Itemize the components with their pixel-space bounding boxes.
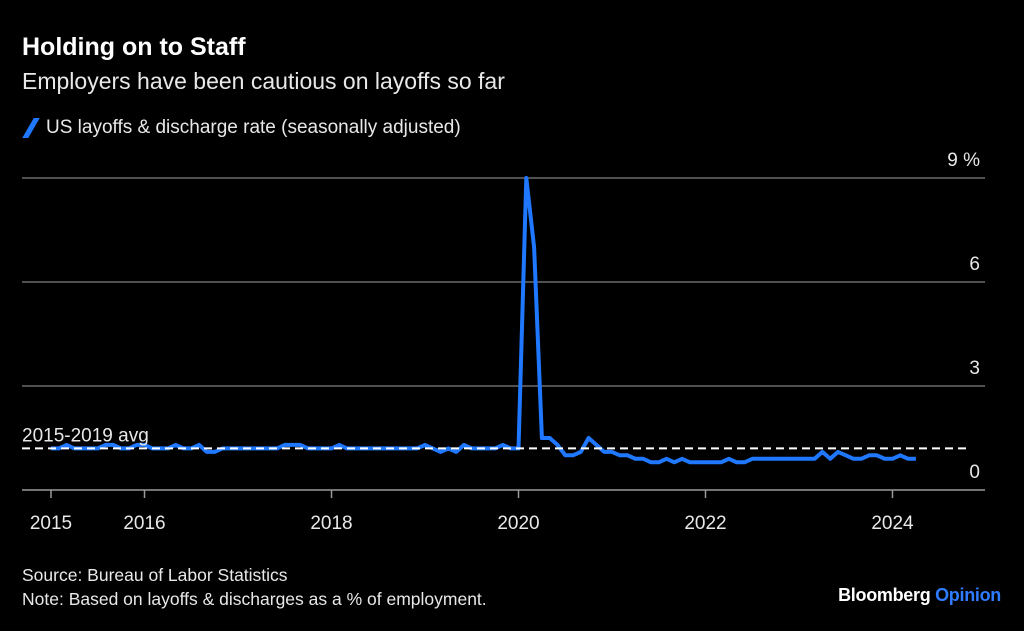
x-tick-label: 2015 <box>30 513 72 534</box>
y-tick-label: 9 % <box>947 150 980 171</box>
average-label: 2015-2019 avg <box>22 425 149 446</box>
brand-logo: Bloomberg Opinion <box>838 585 1001 606</box>
x-tick-label: 2018 <box>310 513 352 534</box>
series-line <box>51 176 916 465</box>
methodology-note: Note: Based on layoffs & discharges as a… <box>22 589 487 609</box>
x-tick-label: 2024 <box>871 513 914 534</box>
x-tick-label: 2016 <box>123 513 165 534</box>
source-note: Source: Bureau of Labor Statistics <box>22 565 288 585</box>
x-tick-label: 2022 <box>684 513 726 534</box>
x-tick-label: 2020 <box>497 513 539 534</box>
line-chart: 0 3 6 9 % 2015 2016 2018 2020 2022 2024 2015-2019 … <box>22 150 985 534</box>
y-tick-label: 0 <box>969 462 980 483</box>
chart-title: Holding on to Staff <box>22 33 246 61</box>
y-tick-label: 3 <box>969 358 980 379</box>
legend-label: US layoffs & discharge rate (seasonally … <box>46 117 461 138</box>
legend: US layoffs & discharge rate (seasonally … <box>22 117 461 139</box>
brand-main: Bloomberg <box>838 585 931 605</box>
chart-subtitle: Employers have been cautious on layoffs … <box>22 68 505 94</box>
y-tick-label: 6 <box>969 254 980 275</box>
brand-accent: Opinion <box>935 585 1001 605</box>
